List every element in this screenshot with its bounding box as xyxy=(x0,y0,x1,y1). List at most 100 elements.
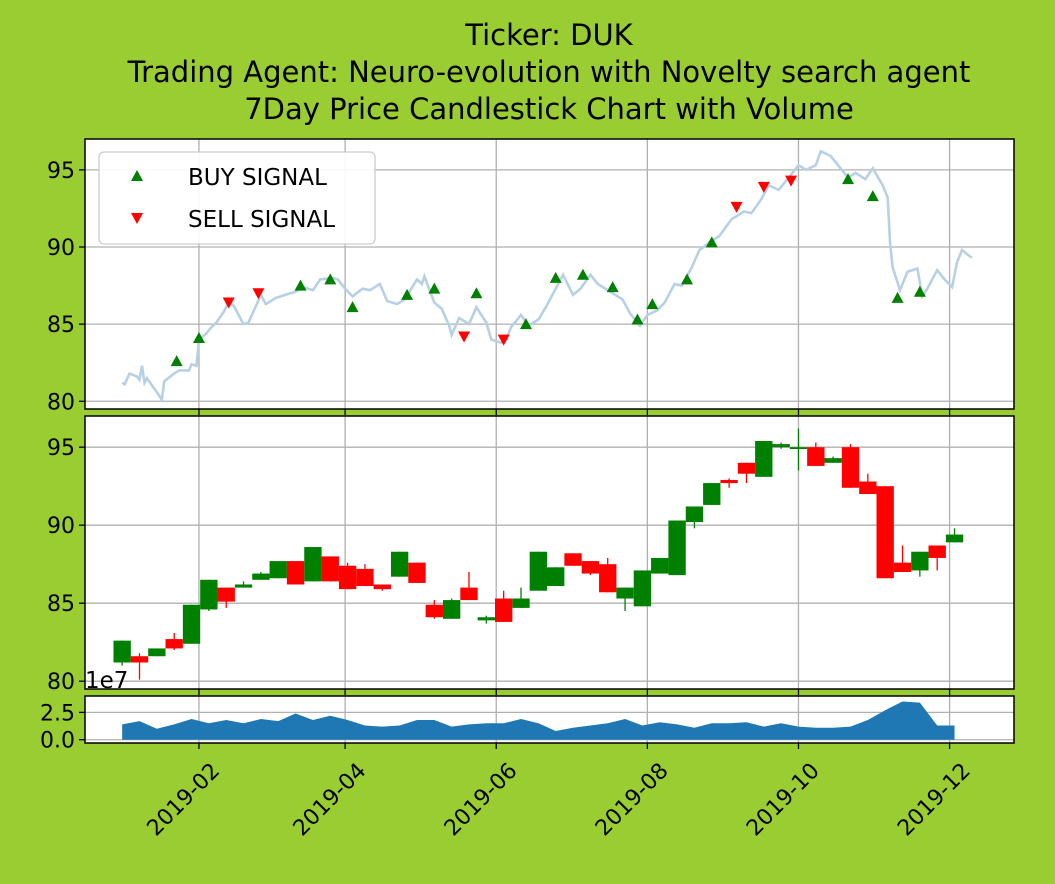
candle-down xyxy=(841,447,860,488)
candle-down xyxy=(338,565,357,590)
candle-frame xyxy=(84,415,1015,690)
candle-up xyxy=(703,483,721,505)
buy-signal-marker xyxy=(470,287,483,299)
price-ytick-label: 95 xyxy=(47,159,75,184)
candle-down xyxy=(460,587,478,601)
candle-up xyxy=(772,444,790,448)
chart-title: Ticker: DUK Trading Agent: Neuro-evoluti… xyxy=(127,18,971,126)
title-line-1: Ticker: DUK xyxy=(464,18,633,52)
title-line-3: 7Day Price Candlestick Chart with Volume xyxy=(244,92,854,126)
buy-signal-marker xyxy=(842,173,855,185)
legend-sell-marker xyxy=(131,213,143,224)
sell-signal-marker xyxy=(785,175,798,187)
candle-down xyxy=(599,564,617,593)
candle-up xyxy=(945,534,964,543)
volume-area xyxy=(122,701,955,740)
sell-signal-marker xyxy=(222,297,235,309)
legend-buy-label: BUY SIGNAL xyxy=(188,165,327,191)
candle-down xyxy=(425,604,443,618)
xtick-label: 2019-02 xyxy=(143,759,226,842)
volume-panel: 0.0 2.5 1e7 xyxy=(40,668,1015,754)
candle-down xyxy=(217,587,235,602)
candle-ytick-label: 90 xyxy=(47,514,75,539)
candle-down xyxy=(165,639,183,649)
sell-signal-marker xyxy=(730,201,743,213)
volume-offset-label: 1e7 xyxy=(85,668,128,694)
candle-up xyxy=(234,584,253,588)
buy-signal-marker xyxy=(346,301,359,313)
candlestick-panel: 80 85 90 95 xyxy=(47,415,1015,695)
candle-ytick-label: 80 xyxy=(47,670,75,695)
candle-ytick-label: 85 xyxy=(47,592,75,617)
candle-down xyxy=(859,481,877,494)
buy-signal-marker xyxy=(680,273,693,285)
price-ytick-label: 80 xyxy=(47,390,75,415)
price-ytick-label: 85 xyxy=(47,313,75,338)
buy-signal-marker xyxy=(866,190,879,202)
candle-down xyxy=(564,553,582,566)
buy-signal-marker xyxy=(192,332,205,344)
buy-signal-marker xyxy=(913,285,926,297)
xtick-label: 2019-12 xyxy=(893,759,976,842)
xtick-label: 2019-10 xyxy=(742,759,825,842)
candle-down xyxy=(893,562,912,572)
legend-buy-marker xyxy=(131,170,143,181)
candle-up xyxy=(668,520,686,576)
buy-signal-marker xyxy=(606,281,619,293)
sell-signal-marker xyxy=(757,181,770,193)
buy-signal-marker xyxy=(576,268,589,280)
candle-down xyxy=(130,656,149,663)
legend-box xyxy=(98,151,376,245)
candle-down xyxy=(494,598,513,622)
candle-up xyxy=(477,617,495,621)
buy-signal-marker xyxy=(294,279,307,291)
candle-up xyxy=(182,604,201,644)
candle-up xyxy=(685,506,704,523)
buy-signal-marker xyxy=(401,288,414,300)
candle-plot-area xyxy=(85,416,1014,689)
buy-signal-marker xyxy=(646,298,659,310)
price-panel: 80 85 90 95 BUY SIGNAL SELL SIGNAL xyxy=(47,138,1015,415)
buy-signal-marker xyxy=(549,271,562,283)
title-line-2: Trading Agent: Neuro-evolution with Nove… xyxy=(127,55,971,89)
candle-down xyxy=(356,568,374,587)
xtick-label: 2019-04 xyxy=(289,759,372,842)
candle-up xyxy=(269,561,287,579)
sell-signal-marker xyxy=(252,288,265,300)
candle-up xyxy=(529,551,548,591)
price-ytick-label: 90 xyxy=(47,236,75,261)
candle-up xyxy=(148,648,166,657)
candle-down xyxy=(876,486,894,579)
xtick-label: 2019-06 xyxy=(440,759,523,842)
buy-signal-marker xyxy=(705,236,718,248)
buy-signal-marker xyxy=(170,355,183,367)
candle-up xyxy=(651,557,669,574)
candle-up xyxy=(200,579,218,610)
candle-up xyxy=(512,598,530,608)
candle-up xyxy=(789,447,808,449)
xtick-label: 2019-08 xyxy=(591,759,674,842)
buy-signal-marker xyxy=(519,318,532,330)
candle-down xyxy=(408,562,426,583)
candle-down xyxy=(321,556,339,582)
candle-down xyxy=(737,462,756,474)
candle-up xyxy=(824,458,842,463)
candle-up xyxy=(252,573,270,580)
buy-signal-marker xyxy=(631,313,644,325)
candle-up xyxy=(911,551,929,571)
buy-signal-marker xyxy=(891,291,904,303)
candle-down xyxy=(286,561,305,585)
candle-up xyxy=(113,640,131,663)
candle-down xyxy=(373,584,391,590)
sell-signal-marker xyxy=(458,331,471,343)
legend-sell-label: SELL SIGNAL xyxy=(188,207,335,233)
candle-up xyxy=(633,570,652,607)
volume-ytick-label: 2.5 xyxy=(40,701,75,726)
candle-up xyxy=(390,551,409,577)
candle-ytick-label: 95 xyxy=(47,436,75,461)
buy-signal-marker xyxy=(428,282,441,294)
volume-ytick-label: 0.0 xyxy=(40,729,75,754)
legend: BUY SIGNAL SELL SIGNAL xyxy=(98,151,376,245)
x-axis: 2019-02 2019-04 2019-06 2019-08 2019-10 2019-… xyxy=(143,759,976,842)
